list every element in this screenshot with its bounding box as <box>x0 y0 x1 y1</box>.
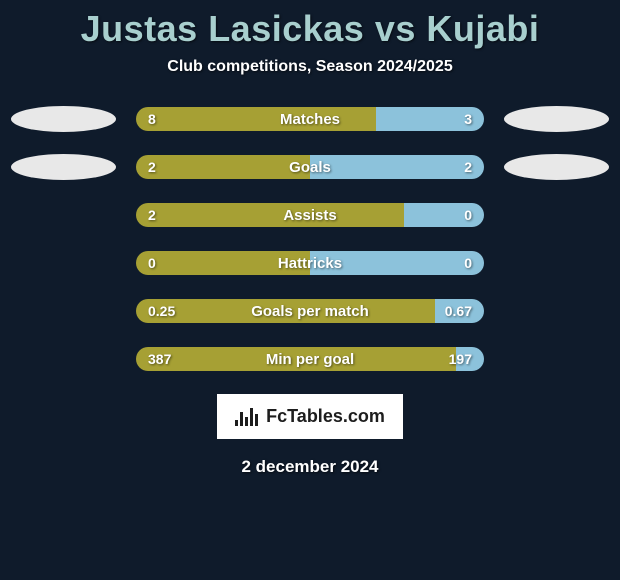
stat-bar-left: 8 <box>136 107 376 131</box>
stat-row: 0.250.67Goals per match <box>0 298 620 324</box>
stat-row: 83Matches <box>0 106 620 132</box>
stat-bar-left: 2 <box>136 155 310 179</box>
player-badge-left <box>11 154 116 180</box>
stat-bar: 20Assists <box>136 203 484 227</box>
footer-brand-wrap: FcTables.com <box>0 394 620 439</box>
brand-card: FcTables.com <box>217 394 403 439</box>
stat-value-right: 197 <box>437 347 484 371</box>
stat-value-right: 3 <box>452 107 484 131</box>
stat-bar-left: 0.25 <box>136 299 435 323</box>
stat-row: 00Hattricks <box>0 250 620 276</box>
stat-bar: 00Hattricks <box>136 251 484 275</box>
stat-value-left: 0.25 <box>136 299 187 323</box>
stat-value-left: 8 <box>136 107 168 131</box>
stat-row: 20Assists <box>0 202 620 228</box>
stat-value-right: 0 <box>452 203 484 227</box>
page-title: Justas Lasickas vs Kujabi <box>0 8 620 50</box>
stat-value-left: 2 <box>136 203 168 227</box>
stat-bar-right: 0 <box>310 251 484 275</box>
date-text: 2 december 2024 <box>0 457 620 477</box>
page-subtitle: Club competitions, Season 2024/2025 <box>0 58 620 76</box>
player-badge-right <box>504 106 609 132</box>
stat-bar-left: 2 <box>136 203 404 227</box>
stat-row: 387197Min per goal <box>0 346 620 372</box>
stat-bar-left: 387 <box>136 347 456 371</box>
stat-row: 22Goals <box>0 154 620 180</box>
stat-bar-right: 3 <box>376 107 484 131</box>
player-badge-left <box>11 106 116 132</box>
stat-value-right: 0.67 <box>433 299 484 323</box>
brand-text: FcTables.com <box>266 406 385 427</box>
stat-bar-right: 0 <box>404 203 484 227</box>
player-badge-right <box>504 154 609 180</box>
stat-bar-right: 2 <box>310 155 484 179</box>
stat-value-left: 0 <box>136 251 168 275</box>
stat-bar: 0.250.67Goals per match <box>136 299 484 323</box>
stat-value-left: 387 <box>136 347 183 371</box>
stats-list: 83Matches22Goals20Assists00Hattricks0.25… <box>0 106 620 372</box>
bar-chart-icon <box>235 408 258 426</box>
stat-bar-right: 0.67 <box>435 299 484 323</box>
stat-bar-left: 0 <box>136 251 310 275</box>
comparison-infographic: Justas Lasickas vs Kujabi Club competiti… <box>0 0 620 477</box>
stat-bar: 83Matches <box>136 107 484 131</box>
stat-value-left: 2 <box>136 155 168 179</box>
stat-value-right: 2 <box>452 155 484 179</box>
stat-bar: 22Goals <box>136 155 484 179</box>
stat-bar: 387197Min per goal <box>136 347 484 371</box>
stat-value-right: 0 <box>452 251 484 275</box>
stat-bar-right: 197 <box>456 347 484 371</box>
